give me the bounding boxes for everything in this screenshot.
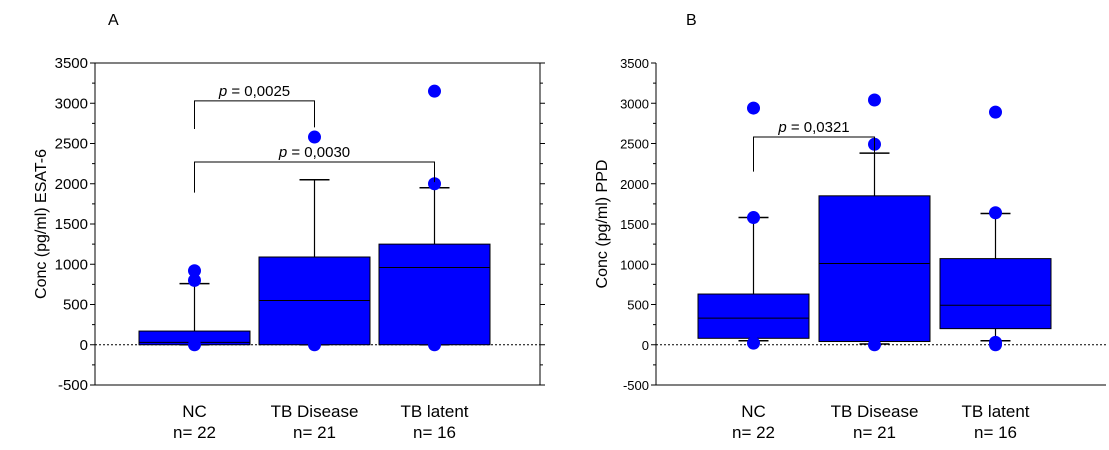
category-label: NC [182, 402, 207, 421]
outlier-point [428, 177, 441, 191]
box-1: NC n= 22 [697, 101, 810, 442]
y-tick-label: 2000 [55, 176, 88, 193]
y-tick-label: 2500 [620, 137, 649, 152]
outlier-point [308, 130, 321, 144]
y-tick-label: 1000 [620, 257, 649, 272]
y-tick-label: 2500 [55, 136, 88, 153]
y-tick-label: 1000 [55, 256, 88, 273]
box-2: TB Disease n= 21 [818, 93, 931, 442]
outlier-point [868, 338, 881, 352]
outlier-point [747, 211, 760, 225]
panel-label: B [686, 12, 697, 29]
outlier-point [188, 264, 201, 278]
outlier-point [188, 273, 201, 287]
box-iqr [697, 293, 810, 339]
y-tick-label: 0 [642, 338, 649, 353]
significance-bracket: p = 0,0030 [194, 144, 435, 193]
outlier-point [747, 336, 760, 350]
box-1: NC n= 22 [138, 264, 251, 442]
y-tick-label: 2000 [620, 177, 649, 192]
category-label: TB latent [961, 402, 1029, 421]
y-tick-label: 3500 [620, 56, 649, 71]
category-n-label: n= 21 [293, 423, 336, 442]
box-2: TB Disease n= 21 [258, 130, 371, 442]
category-n-label: n= 16 [974, 423, 1017, 442]
p-value-label: p = 0,0025 [218, 83, 290, 100]
category-label: TB Disease [271, 402, 359, 421]
y-axis-label: Conc (pg/ml) ESAT-6 [33, 149, 50, 299]
box-3: TB latent n= 16 [378, 84, 491, 442]
panel-b: B Conc (pg/ml) PPD -500 0 500 1000 1500 2000 250… [594, 12, 1106, 442]
p-value-label: p = 0,0321 [777, 119, 849, 136]
outlier-point [989, 206, 1002, 220]
y-tick-label: 1500 [620, 217, 649, 232]
y-tick-label: 3500 [55, 55, 88, 72]
bracket-line [194, 100, 315, 130]
box-iqr [818, 195, 931, 343]
y-tick-label: -500 [58, 377, 88, 394]
panel-label: A [108, 12, 119, 29]
p-value-label: p = 0,0030 [278, 144, 350, 161]
outlier-point [868, 93, 881, 107]
bracket-line [753, 136, 875, 172]
y-tick-label: 0 [80, 337, 88, 354]
significance-bracket: p = 0,0025 [194, 83, 315, 130]
category-n-label: n= 21 [853, 423, 896, 442]
category-label: TB latent [400, 402, 468, 421]
outlier-point [188, 338, 201, 352]
category-label: TB Disease [831, 402, 919, 421]
y-axis-label: Conc (pg/ml) PPD [594, 160, 611, 289]
outlier-point [989, 105, 1002, 119]
box-iqr [939, 258, 1052, 330]
category-n-label: n= 16 [413, 423, 456, 442]
y-tick-label: 1500 [55, 216, 88, 233]
bracket-line [194, 161, 435, 193]
y-tick-label: 500 [627, 298, 649, 313]
category-label: NC [741, 402, 766, 421]
y-tick-label: 500 [63, 297, 88, 314]
outlier-point [747, 101, 760, 115]
category-n-label: n= 22 [732, 423, 775, 442]
box-iqr [378, 243, 491, 346]
outlier-point [308, 338, 321, 352]
y-tick-label: -500 [623, 378, 649, 393]
outlier-point [428, 84, 441, 98]
significance-bracket: p = 0,0321 [753, 119, 875, 172]
outlier-point [989, 338, 1002, 352]
outlier-point [428, 338, 441, 352]
category-n-label: n= 22 [173, 423, 216, 442]
box-3: TB latent n= 16 [939, 105, 1052, 442]
y-tick-label: 3000 [620, 96, 649, 111]
y-tick-label: 3000 [55, 95, 88, 112]
panel-a: A Conc (pg/ml) ESAT-6 -500 0 500 1000 1500 2000… [33, 12, 545, 442]
